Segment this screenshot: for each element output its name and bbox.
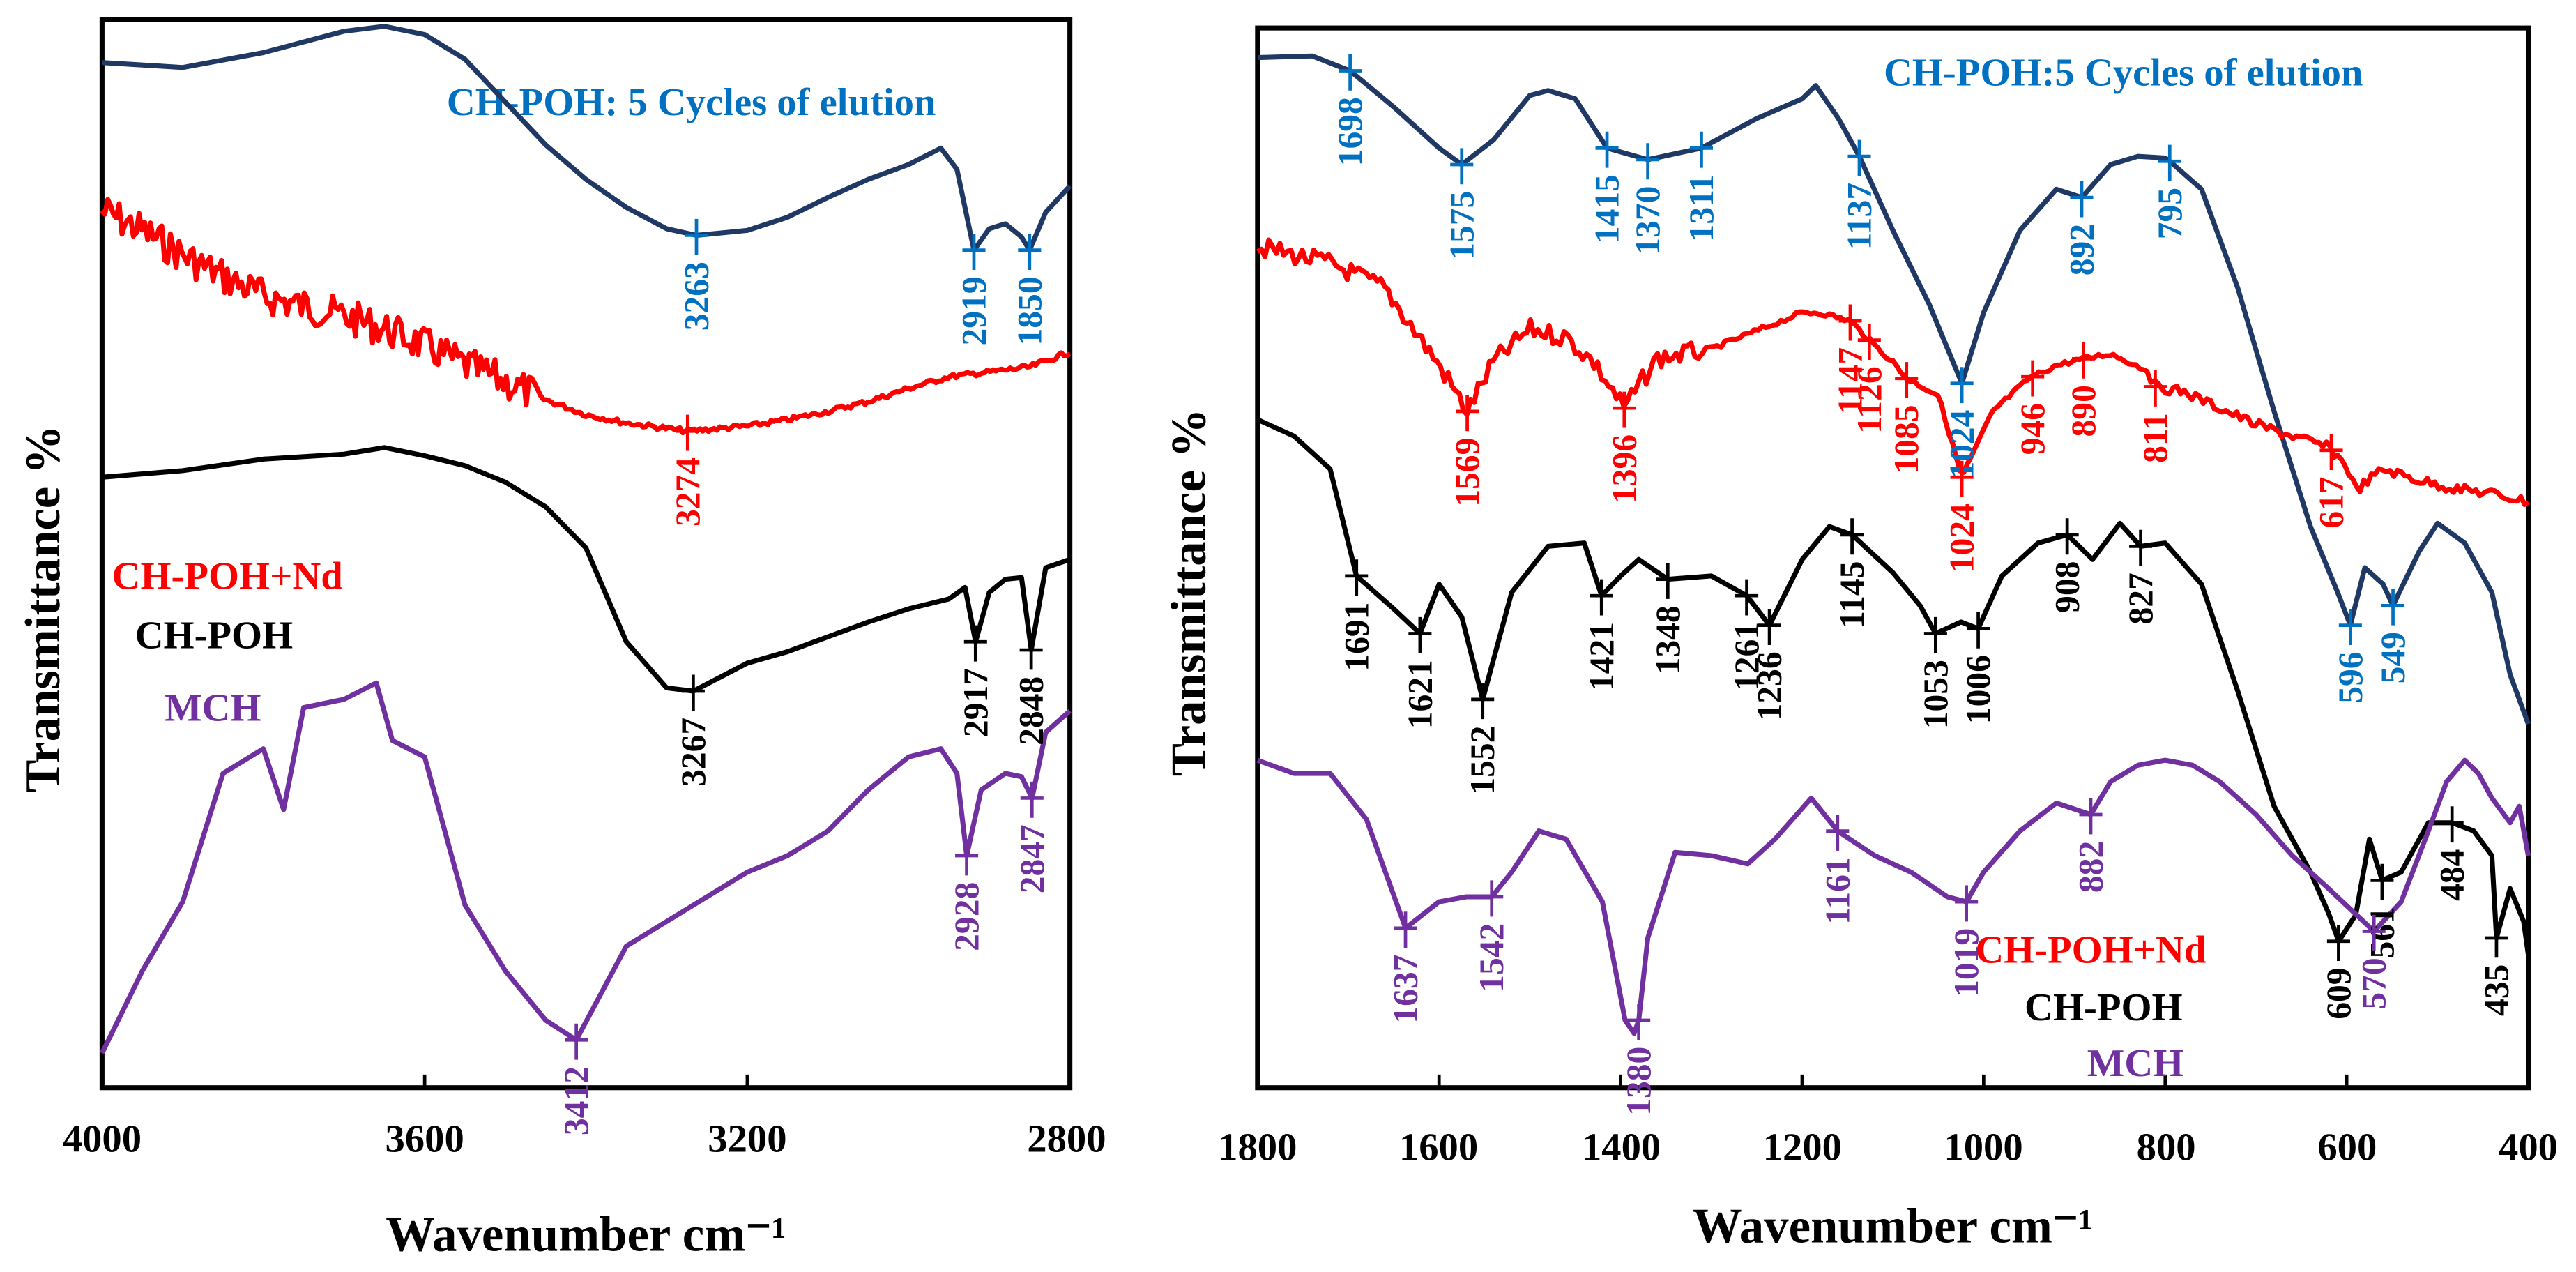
right-plot-frame bbox=[1255, 25, 2531, 1091]
left-peak-label: 3263 bbox=[678, 262, 716, 331]
right-peak-label: 1621 bbox=[1401, 660, 1439, 729]
right-legend-chpoh: CH-POH bbox=[2025, 986, 2183, 1029]
left-legend-mch: MCH bbox=[165, 687, 261, 730]
left-series-ch-poh-5-cycles-of-elution bbox=[102, 24, 1072, 253]
left-chart-title: CH-POH: 5 Cycles of elution bbox=[447, 81, 936, 124]
right-peak-label: 1396 bbox=[1605, 434, 1643, 503]
right-peak-label: 570 bbox=[2355, 957, 2393, 1009]
right-peak-label: 1691 bbox=[1337, 603, 1375, 672]
left-x-ticks bbox=[100, 1074, 1072, 1088]
right-peak-label: 892 bbox=[2062, 224, 2101, 275]
left-plot-frame bbox=[99, 17, 1073, 1091]
right-peak-label: 1053 bbox=[1916, 660, 1955, 729]
left-series-group bbox=[100, 24, 1072, 1054]
left-x-tick-label: 3200 bbox=[708, 1118, 786, 1161]
right-peak-label: 1698 bbox=[1331, 97, 1369, 166]
right-series-ch-poh-5-cycles-of-elution bbox=[1257, 53, 2531, 725]
right-peak-label: 1236 bbox=[1751, 651, 1789, 720]
right-peak-label: 1137 bbox=[1840, 183, 1879, 250]
right-peak-label: 795 bbox=[2151, 188, 2189, 239]
left-legend-chpoh: CH-POH bbox=[135, 614, 294, 658]
right-series-mch bbox=[1256, 757, 2531, 1036]
right-peak-label: 1575 bbox=[1442, 191, 1481, 260]
left-peak-label: 1850 bbox=[1010, 276, 1049, 345]
left-peak-annotations: 3263 2919 1850 3274 2917 2848 3267 3412 2928 2847 bbox=[557, 218, 1051, 1135]
right-peak-label: 549 bbox=[2374, 632, 2412, 683]
right-peak-label: 1085 bbox=[1887, 404, 1926, 474]
right-chart-title: CH-POH:5 Cycles of elution bbox=[1884, 52, 2363, 95]
right-peak-annotations: 1698 1575 1415 1370 1311 1137 1024 892 795 596 549… bbox=[1331, 54, 2515, 1116]
right-x-tick-label: 1200 bbox=[1763, 1126, 1842, 1169]
left-peak-label: 2848 bbox=[1012, 676, 1051, 745]
left-peak-label: 3267 bbox=[674, 718, 712, 787]
right-peak-label: 1348 bbox=[1649, 605, 1687, 674]
right-series-ch-poh bbox=[1256, 417, 2531, 955]
right-peak-label: 908 bbox=[2048, 561, 2087, 613]
left-series-mch bbox=[100, 680, 1072, 1054]
right-peak-label: 1126 bbox=[1850, 366, 1889, 433]
left-peak-label: 3412 bbox=[557, 1066, 595, 1135]
right-x-tick-label: 1600 bbox=[1399, 1126, 1478, 1169]
right-peak-label: 1006 bbox=[1959, 655, 1997, 724]
right-peak-label: 1552 bbox=[1463, 726, 1502, 795]
right-peak-label: 1147 bbox=[1831, 347, 1869, 414]
right-peak-label: 1569 bbox=[1448, 438, 1486, 507]
left-peak-label: 2919 bbox=[955, 276, 993, 345]
right-series-group bbox=[1256, 53, 2531, 1036]
right-peak-label: 1370 bbox=[1629, 186, 1667, 255]
right-legend-nd: CH-POH+Nd bbox=[1975, 928, 2206, 971]
right-peak-label: 484 bbox=[2433, 849, 2471, 901]
left-x-tick-label: 3600 bbox=[386, 1118, 464, 1161]
right-peak-label: 1145 bbox=[1833, 561, 1871, 628]
left-x-tick-label: 2800 bbox=[1027, 1118, 1106, 1161]
right-peak-label: 1261 bbox=[1728, 622, 1766, 691]
right-peak-label: 1637 bbox=[1387, 955, 1425, 1024]
right-peak-label: 1019 bbox=[1947, 928, 1986, 997]
right-peak-label: 1421 bbox=[1583, 622, 1621, 691]
left-peak-label: 2928 bbox=[947, 882, 986, 951]
right-peak-label: 1024 bbox=[1943, 503, 1981, 573]
left-x-axis-title: Wavenumber cm⁻¹ bbox=[386, 1207, 786, 1262]
left-series-ch-poh bbox=[102, 445, 1071, 694]
right-x-tick-label: 1400 bbox=[1582, 1126, 1661, 1169]
right-y-axis-title: Transmittance % bbox=[1161, 409, 1216, 776]
right-x-tick-label: 400 bbox=[2499, 1126, 2558, 1169]
right-peak-label: 890 bbox=[2064, 385, 2103, 437]
right-peak-label: 1542 bbox=[1472, 923, 1511, 992]
right-peak-label: 827 bbox=[2121, 573, 2160, 624]
left-series-ch-poh-nd bbox=[100, 197, 1072, 436]
right-peak-label: 882 bbox=[2072, 841, 2110, 893]
right-x-tick-label: 800 bbox=[2137, 1126, 2196, 1169]
left-peak-label: 3274 bbox=[669, 457, 707, 527]
right-peak-label: 609 bbox=[2319, 967, 2358, 1019]
right-peak-label: 1311 bbox=[1682, 174, 1721, 241]
right-peak-label: 1161 bbox=[1818, 857, 1857, 924]
right-peak-label: 946 bbox=[2013, 403, 2052, 455]
right-x-ticks bbox=[1256, 1074, 2530, 1088]
left-x-tick-label: 4000 bbox=[63, 1118, 142, 1161]
right-legend-mch: MCH bbox=[2087, 1042, 2183, 1085]
right-x-tick-label: 1000 bbox=[1944, 1126, 2022, 1169]
left-y-axis-title: Transmittance % bbox=[16, 425, 70, 792]
right-peak-label: 1380 bbox=[1619, 1047, 1658, 1116]
right-series-ch-poh-nd bbox=[1256, 237, 2530, 508]
right-x-tick-label: 600 bbox=[2317, 1126, 2377, 1169]
left-peak-label: 2917 bbox=[957, 668, 995, 737]
right-peak-label: 617 bbox=[2312, 476, 2351, 528]
right-peak-label: 596 bbox=[2331, 651, 2370, 703]
right-peak-label: 811 bbox=[2136, 413, 2174, 463]
right-x-tick-label: 1800 bbox=[1218, 1126, 1297, 1169]
left-peak-label: 2847 bbox=[1013, 824, 1051, 893]
left-legend-nd: CH-POH+Nd bbox=[112, 555, 343, 598]
right-x-axis-title: Wavenumber cm⁻¹ bbox=[1693, 1199, 2094, 1254]
right-peak-label: 435 bbox=[2477, 964, 2515, 1016]
right-peak-label: 1415 bbox=[1588, 174, 1626, 243]
